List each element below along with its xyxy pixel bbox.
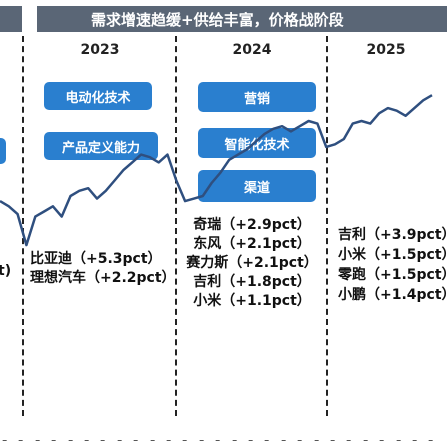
year-label-2024: 2024 bbox=[232, 42, 272, 58]
annotation-line: 吉利（+3.9pct） bbox=[338, 227, 447, 243]
header-banner: 需求增速趋缓+供给丰富，价格战阶段 bbox=[37, 6, 447, 32]
annotation-line: 零跑（+1.5pct） bbox=[338, 267, 447, 283]
annotation-line: 小米（+1.1pct） bbox=[193, 293, 311, 309]
annotation-line: 小米（+1.5pct） bbox=[338, 247, 447, 263]
trend-line bbox=[0, 94, 433, 247]
factor-pill-electrification: 电动化技术 bbox=[44, 82, 152, 110]
header-banner-left bbox=[0, 6, 22, 32]
annotation-line: 理想汽车（+2.2pct） bbox=[30, 270, 176, 286]
annotation-2025: 吉利（+3.9pct） 小米（+1.5pct） 零跑（+1.5pct） 小鹏（+… bbox=[338, 225, 447, 305]
annotation-2024: 奇瑞（+2.9pct） 东风（+2.1pct） 赛力斯（+2.1pct） 吉利（… bbox=[182, 216, 322, 311]
banner-title: 需求增速趋缓+供给丰富，价格战阶段 bbox=[91, 10, 344, 29]
annotation-line: 小鹏（+1.4pct） bbox=[338, 287, 447, 303]
annotation-line: 奇瑞（+2.9pct） bbox=[193, 217, 311, 233]
period-divider bbox=[22, 36, 24, 416]
factor-pill-marketing: 营销 bbox=[198, 82, 316, 112]
year-label-2025: 2025 bbox=[366, 42, 406, 58]
annotation-line: 吉利（+1.8pct） bbox=[193, 274, 311, 290]
year-label-2023: 2023 bbox=[80, 42, 120, 58]
period-divider bbox=[175, 36, 177, 416]
annotation-line: 赛力斯（+2.1pct） bbox=[186, 255, 318, 271]
annotation-2023: 比亚迪（+5.3pct） 理想汽车（+2.2pct） bbox=[30, 250, 176, 288]
period-divider bbox=[326, 36, 328, 416]
annotation-line: 比亚迪（+5.3pct） bbox=[30, 251, 162, 267]
factor-pill-partial bbox=[0, 138, 6, 164]
annotation-partial: t) bbox=[0, 263, 12, 279]
factor-pill-intelligence: 智能化技术 bbox=[198, 128, 316, 158]
annotation-line: 东风（+2.1pct） bbox=[193, 236, 311, 252]
